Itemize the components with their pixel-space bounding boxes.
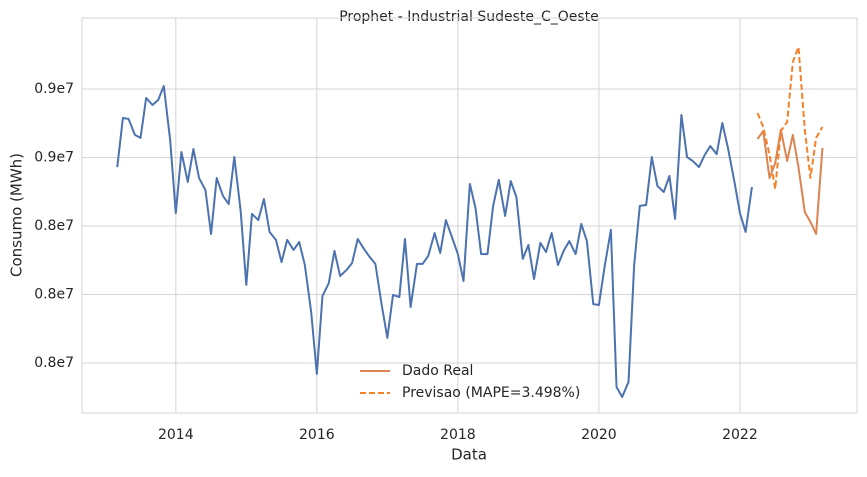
- x-tick-label: 2016: [299, 427, 335, 443]
- data-line: [116, 85, 753, 399]
- x-axis-label: Data: [451, 446, 487, 464]
- plot-frame: [81, 17, 858, 414]
- chart-title: Prophet - Industrial Sudeste_C_Oeste: [339, 9, 599, 25]
- x-tick-label: 2022: [722, 427, 758, 443]
- x-tick-label: 2020: [581, 427, 617, 443]
- y-tick-label: 0.9e7: [34, 81, 74, 97]
- y-tick-label: 0.8e7: [34, 218, 74, 234]
- y-tick-label: 0.8e7: [34, 355, 74, 371]
- y-tick-label: 0.8e7: [34, 287, 74, 303]
- legend-label: Previsao (MAPE=3.498%): [402, 385, 580, 401]
- legend-label: Dado Real: [402, 363, 473, 379]
- y-axis-label: Consumo (MWh): [8, 153, 26, 277]
- x-tick-label: 2014: [158, 427, 194, 443]
- y-tick-label: 0.9e7: [34, 150, 74, 166]
- x-tick-label: 2018: [440, 427, 476, 443]
- data-line: [756, 128, 824, 235]
- data-line: [756, 45, 824, 191]
